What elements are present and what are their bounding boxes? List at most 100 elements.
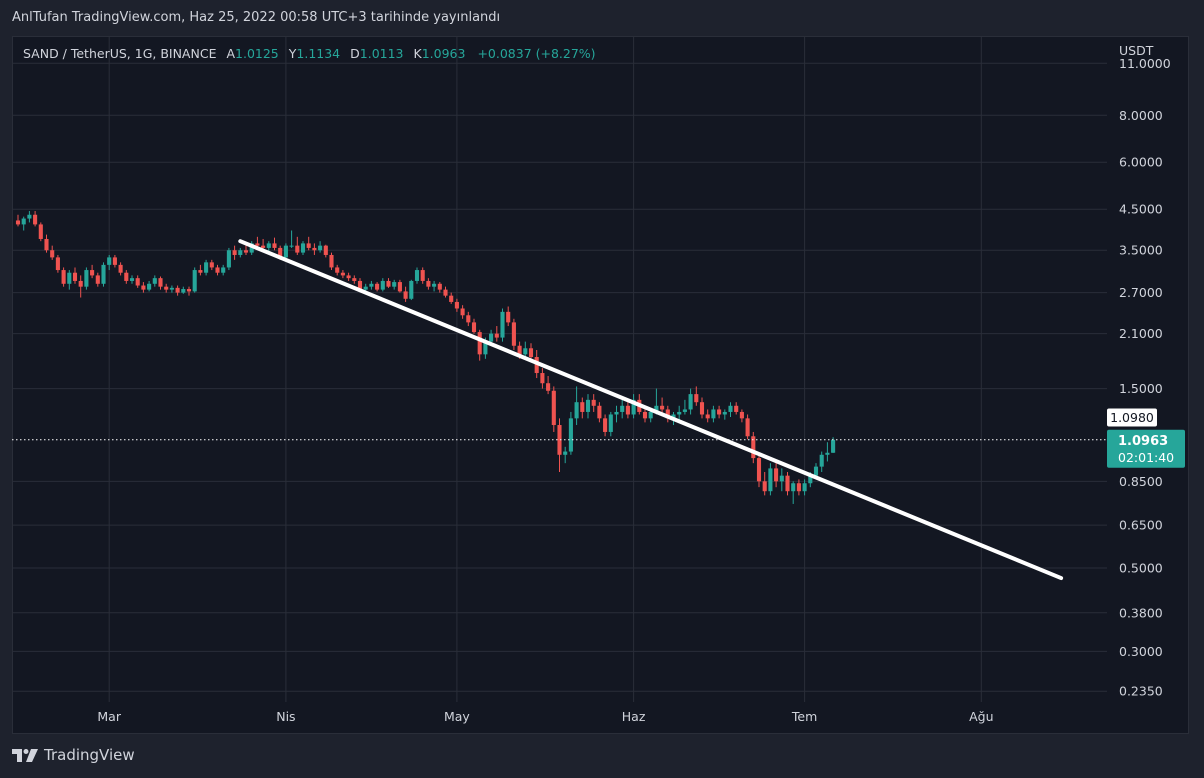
candle-body	[603, 418, 608, 432]
candle-body	[449, 295, 454, 302]
candle-body	[278, 247, 283, 258]
marker-price-label: 1.0980	[1110, 410, 1154, 425]
marker-price-box	[1107, 408, 1157, 427]
x-tick-label: May	[444, 709, 470, 724]
candle-body	[654, 405, 659, 412]
candle-body	[705, 414, 710, 419]
candle-body	[198, 270, 203, 273]
high-value: 1.1134	[296, 46, 341, 61]
candle-body	[762, 481, 767, 492]
candle-body	[523, 348, 528, 355]
symbol-legend: SAND / TetherUS, 1G, BINANCE A1.0125 Y1.…	[23, 46, 596, 61]
y-tick-label: 0.2350	[1119, 684, 1163, 699]
candle-body	[426, 280, 431, 287]
candle-body	[300, 243, 306, 253]
candle-body	[648, 411, 653, 419]
candle-body	[768, 468, 773, 492]
candle-body	[357, 280, 363, 290]
candle-body	[819, 454, 824, 467]
candle-body	[392, 282, 397, 287]
tradingview-logo[interactable]: TradingView	[12, 746, 135, 764]
candle-body	[802, 483, 807, 492]
candle-body	[471, 322, 477, 333]
close-value: 1.0963	[421, 46, 466, 61]
countdown-label: 02:01:40	[1118, 450, 1174, 465]
candle-body	[335, 267, 340, 273]
candle-body	[540, 373, 545, 384]
candle-body	[568, 418, 573, 452]
close-label: K	[413, 46, 422, 61]
candle-body	[386, 280, 391, 287]
candle-body	[209, 262, 214, 268]
candle-body	[169, 287, 174, 290]
high-label: Y	[288, 46, 297, 61]
candle-body	[352, 278, 357, 281]
candle-body	[340, 272, 345, 276]
publish-header: AnlTufan TradingView.com, Haz 25, 2022 0…	[12, 10, 501, 25]
candle-body	[785, 475, 790, 492]
candle-body	[33, 214, 38, 225]
candle-body	[517, 345, 522, 355]
y-tick-label: 6.0000	[1119, 155, 1163, 170]
candle-body	[420, 270, 425, 281]
candle-body	[221, 267, 226, 273]
candle-body	[717, 409, 722, 415]
candle-body	[774, 468, 779, 482]
candle-body	[432, 283, 437, 287]
candle-body	[460, 308, 465, 316]
candle-body	[500, 311, 505, 338]
candle-body	[625, 405, 630, 415]
y-tick-label: 0.8500	[1119, 474, 1163, 489]
candle-body	[186, 289, 192, 292]
candle-body	[494, 333, 499, 338]
candle-body	[414, 270, 420, 281]
trendline	[238, 239, 1064, 581]
candle-body	[101, 264, 106, 284]
y-tick-label: 0.5000	[1119, 560, 1163, 575]
candle-body	[454, 301, 459, 309]
x-tick-label: Haz	[622, 709, 646, 724]
candle-body	[614, 411, 619, 415]
candle-body	[591, 399, 596, 406]
tradingview-logo-icon	[12, 747, 38, 763]
candle-body	[175, 287, 180, 293]
low-label: D	[350, 46, 360, 61]
candle-body	[21, 218, 26, 225]
candle-body	[306, 243, 311, 248]
candle-body	[147, 283, 152, 290]
symbol-label[interactable]: SAND / TetherUS, 1G, BINANCE	[23, 46, 217, 61]
candle-body	[129, 278, 135, 281]
candle-body	[272, 243, 277, 248]
candle-body	[318, 245, 323, 251]
candle-body	[546, 383, 551, 391]
candle-body	[671, 414, 676, 419]
x-tick-label: Mar	[97, 709, 121, 724]
candle-body	[831, 439, 836, 453]
candle-body	[631, 399, 636, 415]
last-price-label: 1.0963	[1118, 434, 1168, 449]
candle-body	[437, 283, 442, 290]
candle-body	[660, 405, 665, 410]
candle-body	[243, 250, 249, 253]
candle-body	[722, 411, 727, 415]
candle-body	[409, 280, 414, 299]
candle-body	[751, 436, 756, 459]
y-tick-label: 4.5000	[1119, 202, 1163, 217]
chart-frame[interactable]	[12, 36, 1189, 734]
y-tick-label: 2.7000	[1119, 285, 1163, 300]
candle-body	[551, 390, 556, 426]
tradingview-brand: TradingView	[44, 746, 135, 764]
last-price-badge	[1107, 429, 1185, 468]
candle-body	[78, 280, 83, 287]
candle-body	[266, 243, 271, 248]
candle-body	[694, 394, 699, 403]
candle-body	[55, 257, 60, 271]
candle-body	[825, 452, 830, 455]
candle-body	[813, 466, 819, 476]
candle-body	[728, 405, 733, 412]
y-tick-label: 1.5000	[1119, 381, 1163, 396]
candle-body	[563, 451, 568, 455]
candle-body	[329, 254, 334, 268]
candle-body	[557, 425, 562, 455]
